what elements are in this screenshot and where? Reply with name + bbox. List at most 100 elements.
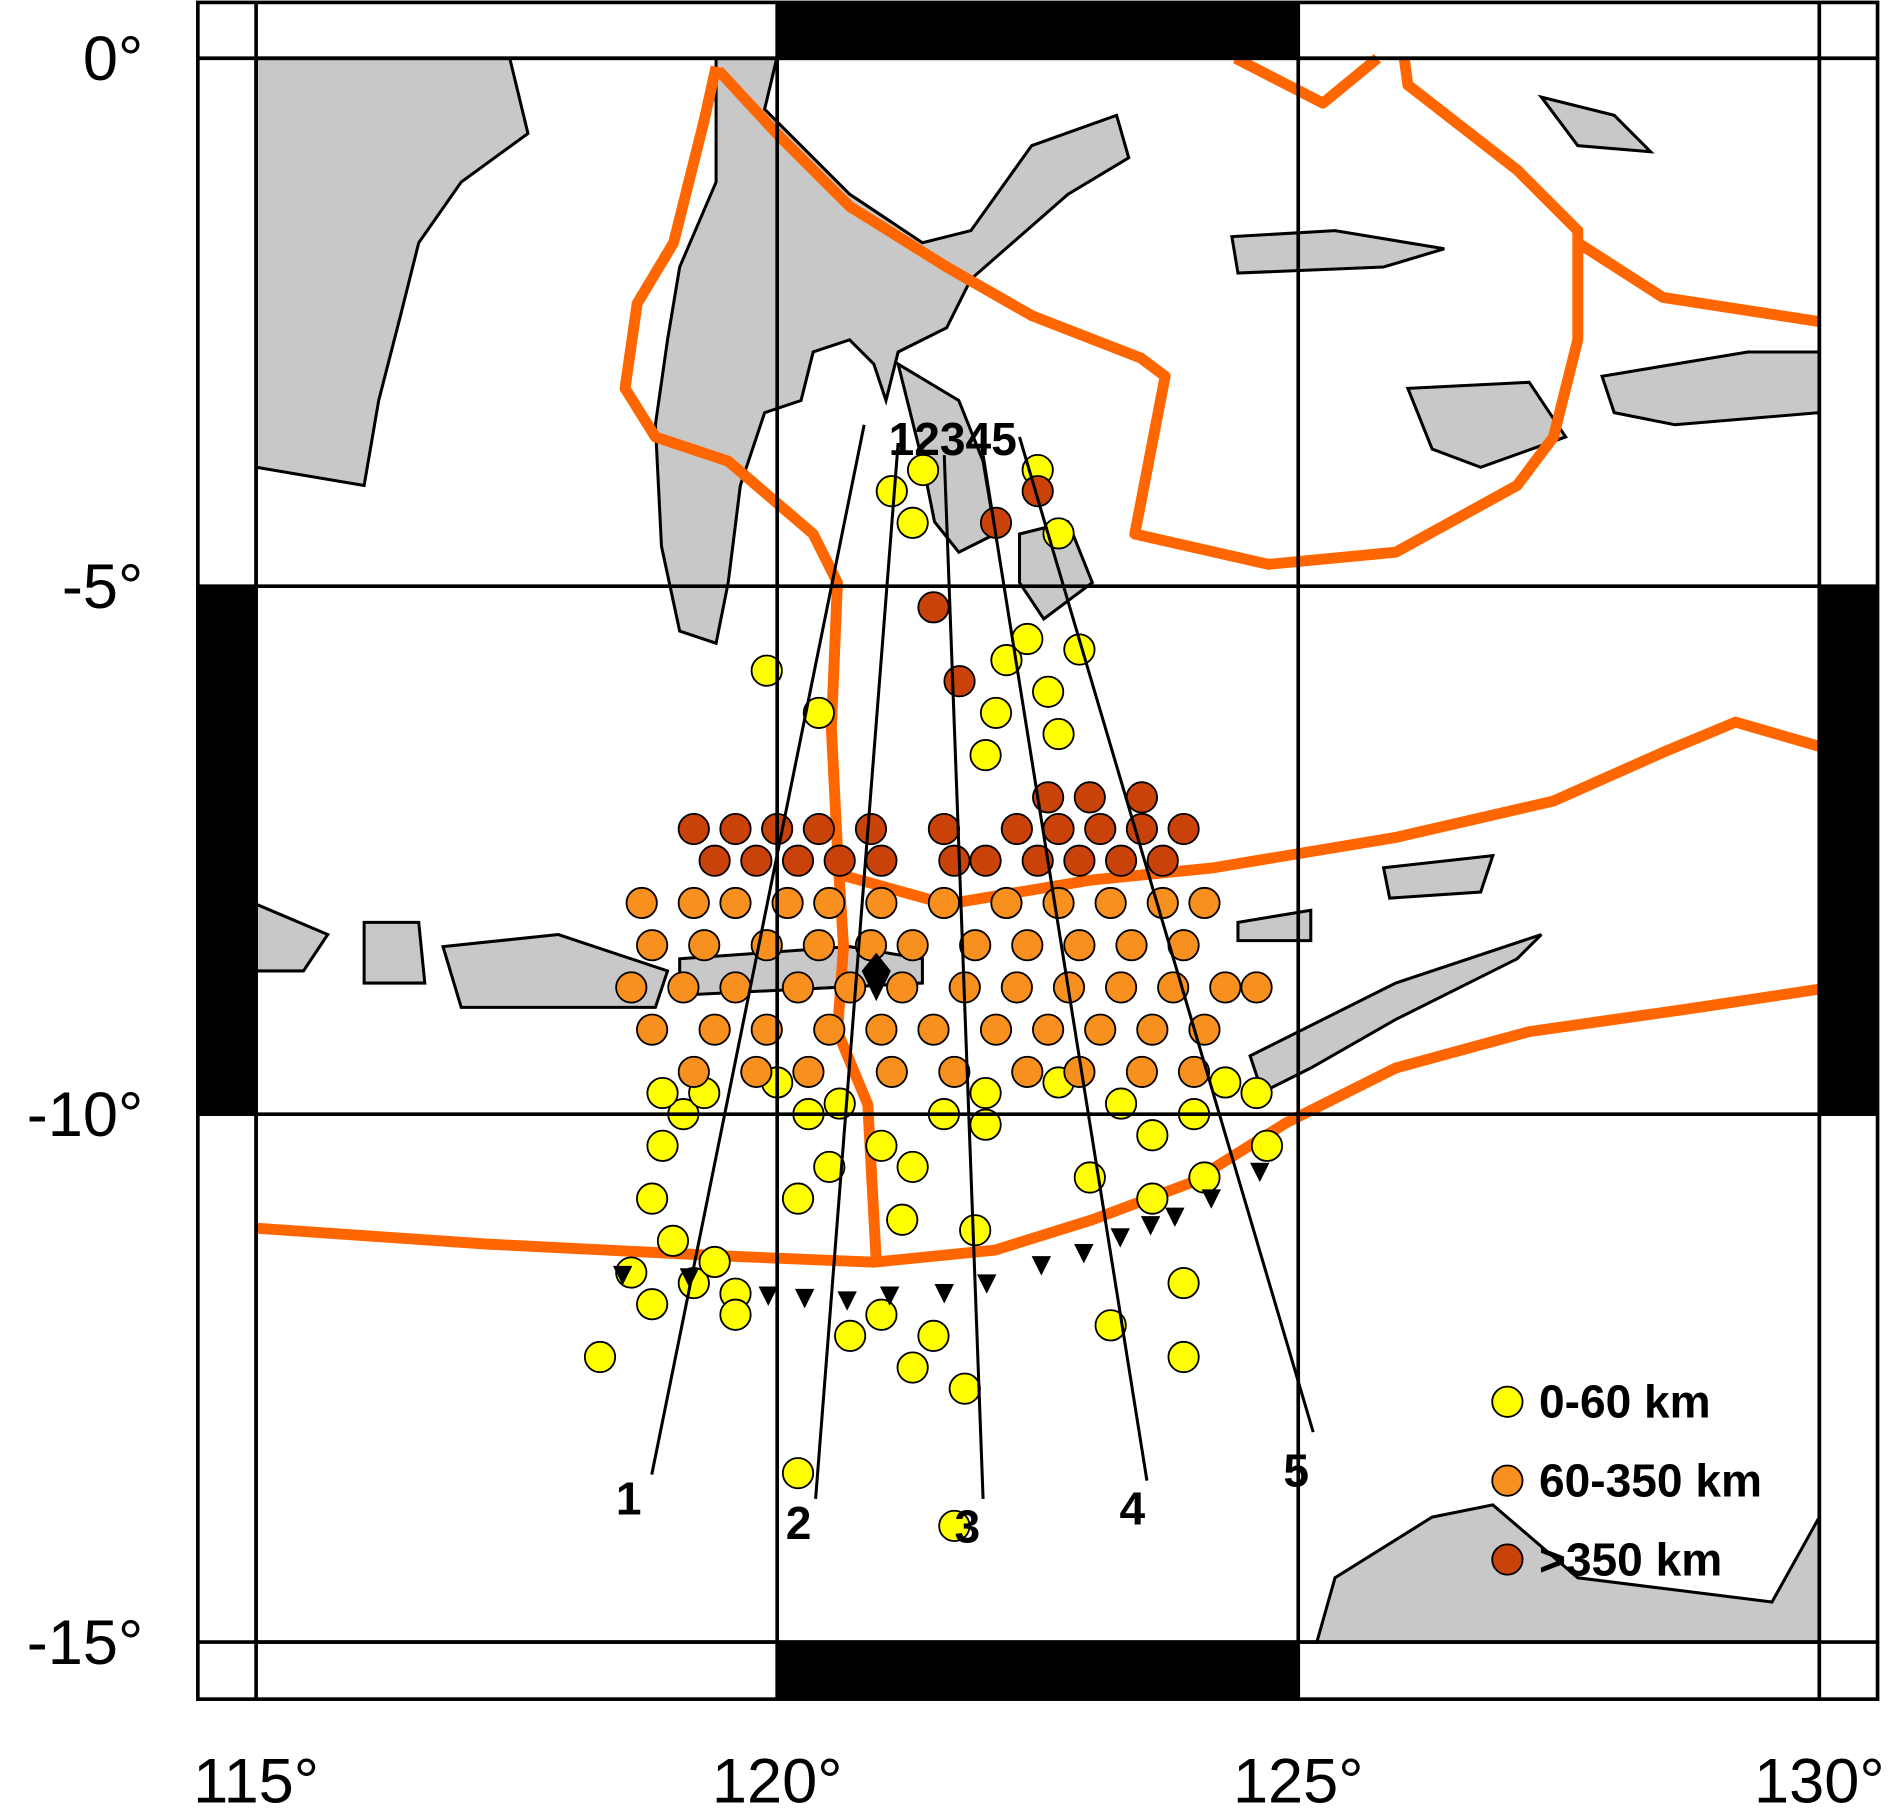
earthquake bbox=[1167, 1340, 1200, 1374]
earthquake bbox=[1042, 812, 1075, 846]
earthquake bbox=[1032, 781, 1065, 814]
earthquake bbox=[1094, 886, 1127, 920]
legend-label: 60-350 km bbox=[1539, 1454, 1762, 1506]
earthquake bbox=[615, 971, 648, 1004]
land bbox=[254, 56, 1821, 1644]
legend: 0-60 km 60-350 km >350 km bbox=[1491, 1376, 1762, 1585]
earthquake bbox=[636, 929, 669, 962]
earthquake bbox=[865, 886, 898, 920]
earthquake bbox=[698, 1013, 731, 1046]
earthquake bbox=[1021, 475, 1054, 508]
x-tick-label: 130° bbox=[1754, 1746, 1885, 1812]
earthquake bbox=[917, 1013, 950, 1046]
earthquake bbox=[813, 1150, 846, 1184]
frame-bar bbox=[777, 1642, 1299, 1700]
earthquake bbox=[636, 1288, 669, 1321]
earthquake bbox=[1240, 1076, 1273, 1110]
profiles bbox=[612, 424, 1315, 1499]
earthquake bbox=[802, 696, 835, 729]
earthquake bbox=[1084, 1013, 1117, 1046]
earthquake bbox=[1000, 812, 1033, 846]
earthquake bbox=[792, 1055, 825, 1088]
earthquake bbox=[917, 1319, 950, 1352]
frame: 115° 120° 125° 130° 0° -5° -10° -15° bbox=[27, 0, 1885, 1812]
earthquake bbox=[906, 453, 940, 487]
y-tick-label: 0° bbox=[83, 24, 143, 94]
earthquake bbox=[875, 1055, 908, 1088]
y-tick-label: -15° bbox=[27, 1608, 143, 1678]
earthquake bbox=[677, 886, 710, 920]
earthquake bbox=[771, 886, 804, 920]
legend-marker bbox=[1491, 1385, 1524, 1418]
earthquake bbox=[1188, 1161, 1221, 1194]
earthquake bbox=[667, 971, 700, 1004]
earthquake bbox=[969, 844, 1002, 877]
legend-marker bbox=[1491, 1543, 1524, 1576]
earthquake bbox=[917, 591, 950, 624]
earthquake bbox=[959, 1214, 992, 1247]
earthquake bbox=[781, 971, 815, 1004]
earthquake bbox=[938, 844, 971, 877]
earthquake bbox=[943, 665, 976, 698]
earthquake bbox=[1063, 929, 1096, 962]
earthquake bbox=[865, 1013, 898, 1046]
earthquake bbox=[938, 1509, 971, 1543]
earthquake bbox=[896, 506, 929, 539]
earthquake bbox=[1240, 971, 1273, 1004]
earthquake bbox=[1042, 717, 1075, 751]
earthquake bbox=[1063, 633, 1096, 666]
earthquake bbox=[896, 1351, 929, 1384]
earthquake bbox=[948, 1372, 981, 1405]
earthquake bbox=[979, 696, 1013, 729]
y-tick-label: -5° bbox=[62, 552, 143, 622]
profile-label: 5 bbox=[1283, 1445, 1309, 1497]
earthquake bbox=[896, 1150, 929, 1184]
earthquake bbox=[698, 844, 731, 877]
frame-bar bbox=[197, 586, 257, 1115]
legend-marker bbox=[1491, 1464, 1524, 1497]
earthquake bbox=[646, 1129, 679, 1162]
earthquake bbox=[1250, 1129, 1284, 1162]
earthquake bbox=[802, 812, 835, 846]
earthquake bbox=[969, 1076, 1002, 1110]
earthquake bbox=[750, 1013, 783, 1046]
earthquake bbox=[1000, 971, 1033, 1004]
earthquake bbox=[959, 929, 992, 962]
earthquake bbox=[781, 1182, 815, 1215]
profile-label: 3 bbox=[954, 1501, 980, 1553]
earthquake bbox=[1146, 886, 1179, 920]
earthquake bbox=[1063, 844, 1096, 877]
earthquake bbox=[1115, 929, 1148, 962]
earthquake bbox=[865, 844, 898, 877]
earthquake bbox=[834, 1319, 867, 1352]
earthquake bbox=[1136, 1182, 1169, 1215]
x-tick-label: 120° bbox=[712, 1746, 843, 1812]
earthquake bbox=[1146, 844, 1179, 877]
earthquake bbox=[813, 1013, 846, 1046]
earthquake bbox=[1042, 886, 1075, 920]
earthquake bbox=[938, 1055, 971, 1088]
earthquake bbox=[1104, 971, 1138, 1004]
x-tick-label: 125° bbox=[1233, 1746, 1364, 1812]
earthquake bbox=[1011, 1055, 1044, 1088]
earthquake bbox=[1084, 812, 1117, 846]
legend-label: >350 km bbox=[1539, 1533, 1722, 1585]
earthquake bbox=[1188, 886, 1221, 920]
earthquake bbox=[625, 886, 658, 920]
earthquake bbox=[1032, 675, 1065, 708]
earthquake bbox=[1011, 929, 1044, 962]
earthquake bbox=[927, 812, 960, 846]
profile-top-label: 12345 bbox=[889, 413, 1017, 465]
earthquake bbox=[1094, 1309, 1127, 1342]
earthquake bbox=[896, 929, 929, 962]
earthquake bbox=[813, 886, 846, 920]
earthquake bbox=[823, 844, 856, 877]
earthquake bbox=[1125, 781, 1158, 814]
earthquake bbox=[969, 739, 1002, 772]
earthquake bbox=[719, 812, 752, 846]
earthquake bbox=[1032, 1013, 1065, 1046]
profile-label: 4 bbox=[1120, 1482, 1146, 1534]
earthquake bbox=[886, 1203, 919, 1236]
